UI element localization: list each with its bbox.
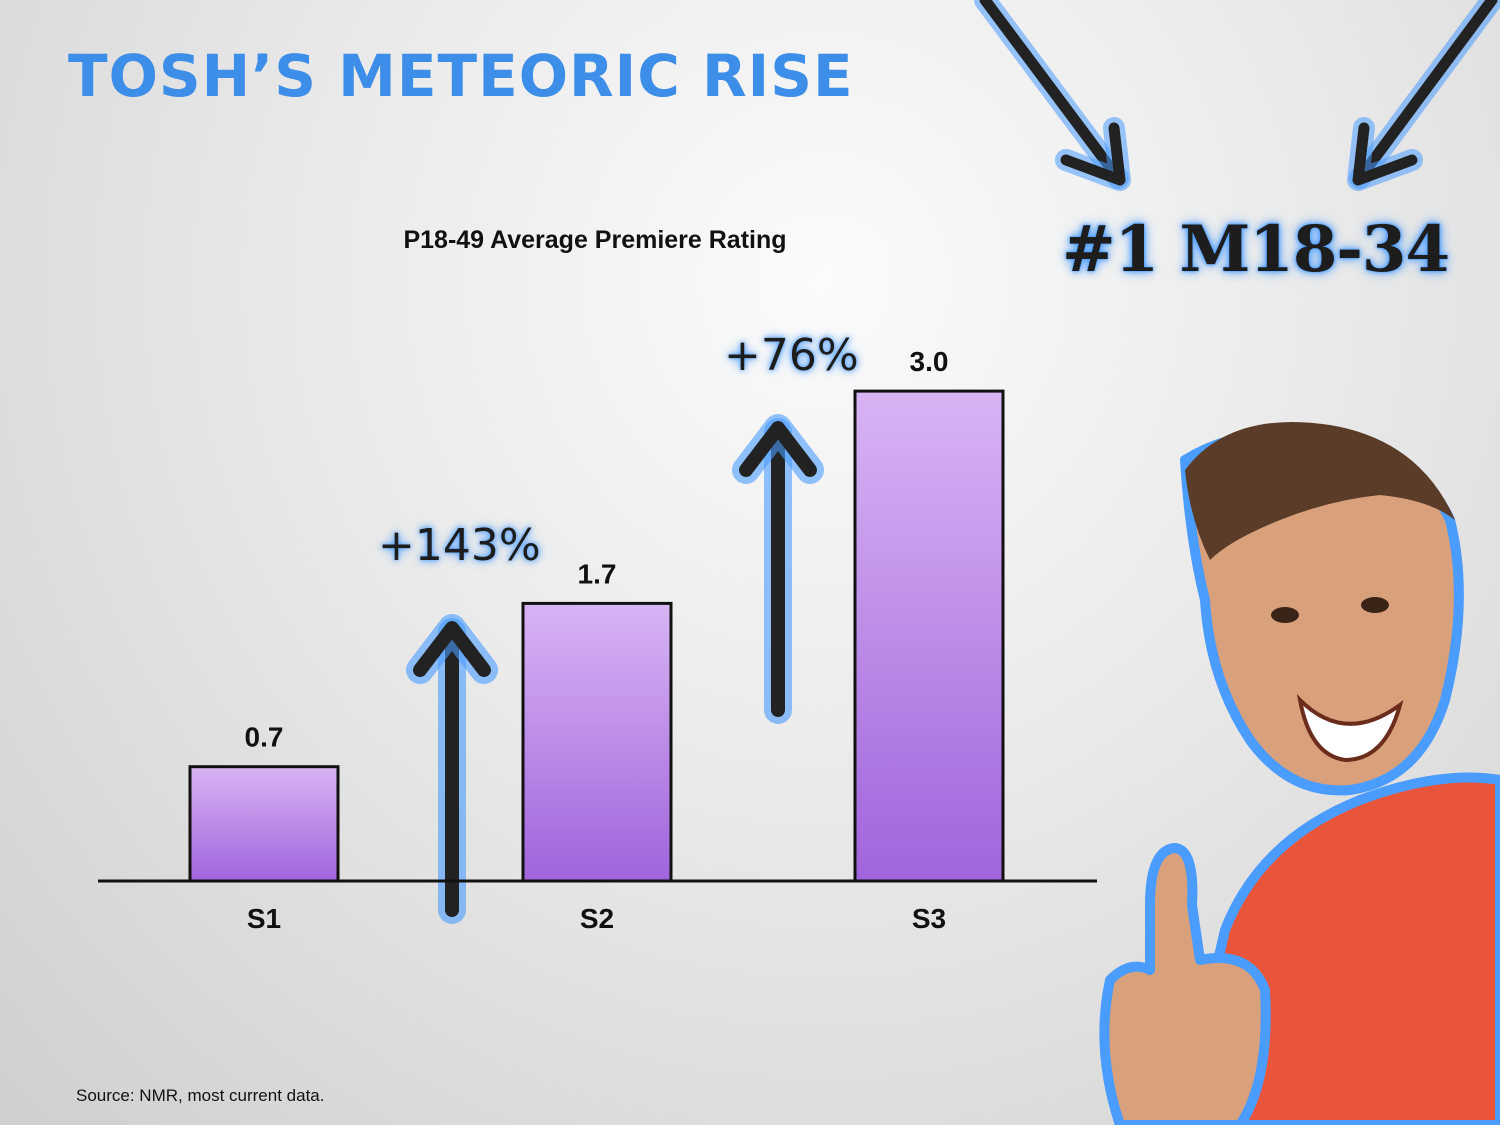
growth-label-1: +143% <box>378 520 541 571</box>
category-label-s1: S1 <box>247 903 281 934</box>
value-label-s1: 0.7 <box>245 722 284 753</box>
growth-label-2: +76% <box>724 330 859 381</box>
bar-s2 <box>521 601 673 883</box>
value-label-s2: 1.7 <box>578 558 617 589</box>
bar-s1 <box>188 765 340 883</box>
category-label-s2: S2 <box>580 903 614 934</box>
growth-arrow-1-icon <box>406 614 498 924</box>
rank-badge: #1 M18-34 <box>1062 212 1450 287</box>
source-note: Source: NMR, most current data. <box>76 1086 325 1105</box>
slide-title: TOSH’S METEORIC RISE <box>68 42 854 110</box>
value-label-s3: 3.0 <box>910 346 949 377</box>
bars-group <box>188 389 1005 883</box>
badge-arrow-right-icon <box>1347 0 1500 191</box>
chart-title: P18-49 Average Premiere Rating <box>403 226 787 254</box>
person-illustration <box>1099 422 1500 1125</box>
bar-s3 <box>853 389 1005 883</box>
growth-arrow-2-icon <box>732 414 824 724</box>
category-label-s3: S3 <box>912 903 946 934</box>
labels-group: 0.7 S1 1.7 S2 3.0 S3 <box>245 346 949 934</box>
badge-arrow-left-icon <box>974 0 1131 191</box>
